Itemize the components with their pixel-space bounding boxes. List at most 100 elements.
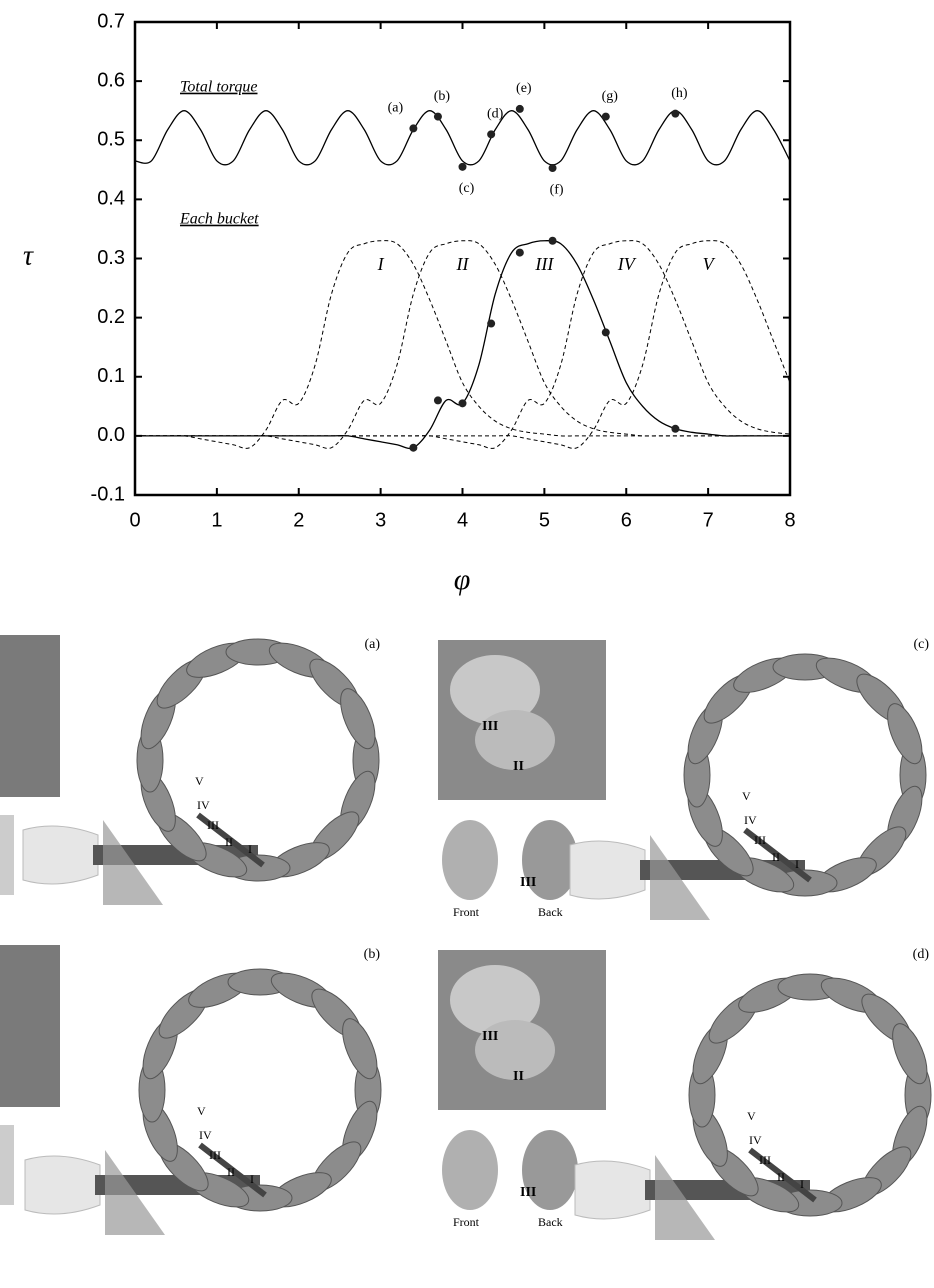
inset-label: III xyxy=(482,1029,498,1044)
jet-splash xyxy=(103,820,163,905)
bucket-label: III xyxy=(209,1148,221,1162)
view-label: Front xyxy=(453,1215,480,1229)
marker xyxy=(409,443,418,452)
bucket-label: I xyxy=(795,857,799,871)
bucket-label: III xyxy=(754,833,766,847)
y-tick-label: 0.7 xyxy=(97,10,125,32)
series-label: III xyxy=(534,254,554,274)
marker-label: (c) xyxy=(459,181,475,196)
nozzle xyxy=(22,825,99,885)
jet-blade xyxy=(198,1142,267,1198)
series-line xyxy=(135,240,790,449)
bucket-back xyxy=(522,1130,578,1210)
y-tick-label: -0.1 xyxy=(91,483,125,505)
marker xyxy=(487,130,496,139)
inset-image xyxy=(0,635,60,797)
marker-label: (h) xyxy=(671,86,688,101)
marker xyxy=(515,104,524,113)
marker xyxy=(433,112,442,121)
marker-label: (a) xyxy=(388,101,404,116)
bucket xyxy=(892,1023,928,1085)
bucket-label: II xyxy=(777,1170,785,1184)
bucket-label: II xyxy=(227,1165,235,1179)
bucket-label: III xyxy=(759,1153,771,1167)
view-label: III xyxy=(520,1185,536,1200)
y-tick-label: 0.3 xyxy=(97,247,125,269)
jet-splash xyxy=(655,1155,715,1240)
inset-image xyxy=(0,815,14,895)
marker xyxy=(458,399,467,408)
marker xyxy=(671,109,680,118)
marker-label: (d) xyxy=(487,107,504,122)
series-label: IV xyxy=(617,254,637,274)
inset-image xyxy=(0,945,60,1107)
bucket-back xyxy=(522,820,578,900)
panel-tag: (b) xyxy=(364,947,381,962)
marker xyxy=(515,248,524,257)
marker-label: (b) xyxy=(434,89,451,104)
x-tick-label: 7 xyxy=(703,509,714,531)
nozzle xyxy=(569,840,646,900)
bucket xyxy=(342,1018,378,1080)
x-axis-label: φ xyxy=(454,563,471,596)
bucket-label: IV xyxy=(744,813,757,827)
marker xyxy=(671,424,680,433)
view-label: III xyxy=(520,875,536,890)
panel-tag: (c) xyxy=(913,637,929,652)
annotation: Total torque xyxy=(180,79,258,96)
series-line xyxy=(135,240,791,449)
jet-blade xyxy=(748,1147,817,1203)
view-label: Back xyxy=(538,905,563,919)
jet-blade xyxy=(196,812,265,868)
bucket-render xyxy=(450,655,540,725)
series-label: II xyxy=(456,254,470,274)
x-tick-label: 3 xyxy=(375,509,386,531)
bucket-label: IV xyxy=(199,1128,212,1142)
series-label: I xyxy=(377,254,385,274)
x-tick-label: 6 xyxy=(621,509,632,531)
bucket-label: I xyxy=(800,1177,804,1191)
marker xyxy=(409,124,418,133)
nozzle xyxy=(574,1160,651,1220)
marker xyxy=(548,164,557,173)
annotation: Each bucket xyxy=(179,211,259,228)
marker-label: (f) xyxy=(550,182,564,197)
x-tick-label: 8 xyxy=(784,509,795,531)
bucket-label: I xyxy=(248,842,252,856)
jet-blade xyxy=(743,827,812,883)
bucket-label: V xyxy=(197,1104,206,1118)
bucket-render xyxy=(475,1020,555,1080)
y-tick-label: 0.2 xyxy=(97,306,125,328)
marker xyxy=(487,319,496,328)
bucket-label: IV xyxy=(749,1133,762,1147)
bucket-render xyxy=(450,965,540,1035)
marker-label: (e) xyxy=(516,81,532,96)
bucket-label: V xyxy=(742,789,751,803)
y-tick-label: 0.0 xyxy=(97,424,125,446)
x-tick-label: 1 xyxy=(211,509,222,531)
x-tick-label: 0 xyxy=(129,509,140,531)
inset-label: III xyxy=(482,719,498,734)
y-tick-label: 0.6 xyxy=(97,69,125,91)
nozzle xyxy=(24,1155,101,1215)
series-line xyxy=(134,110,791,166)
x-tick-label: 4 xyxy=(457,509,468,531)
jet-splash xyxy=(650,835,710,920)
inset-image xyxy=(0,1125,14,1205)
inset-label: II xyxy=(513,759,524,774)
x-tick-label: 5 xyxy=(539,509,550,531)
marker xyxy=(601,328,610,337)
bucket-front xyxy=(442,1130,498,1210)
bucket-front xyxy=(442,820,498,900)
marker-label: (g) xyxy=(602,89,619,104)
marker xyxy=(601,112,610,121)
inset-label: II xyxy=(513,1069,524,1084)
marker xyxy=(433,396,442,405)
series-line xyxy=(135,240,791,449)
bucket-label: II xyxy=(225,835,233,849)
x-tick-label: 2 xyxy=(293,509,304,531)
